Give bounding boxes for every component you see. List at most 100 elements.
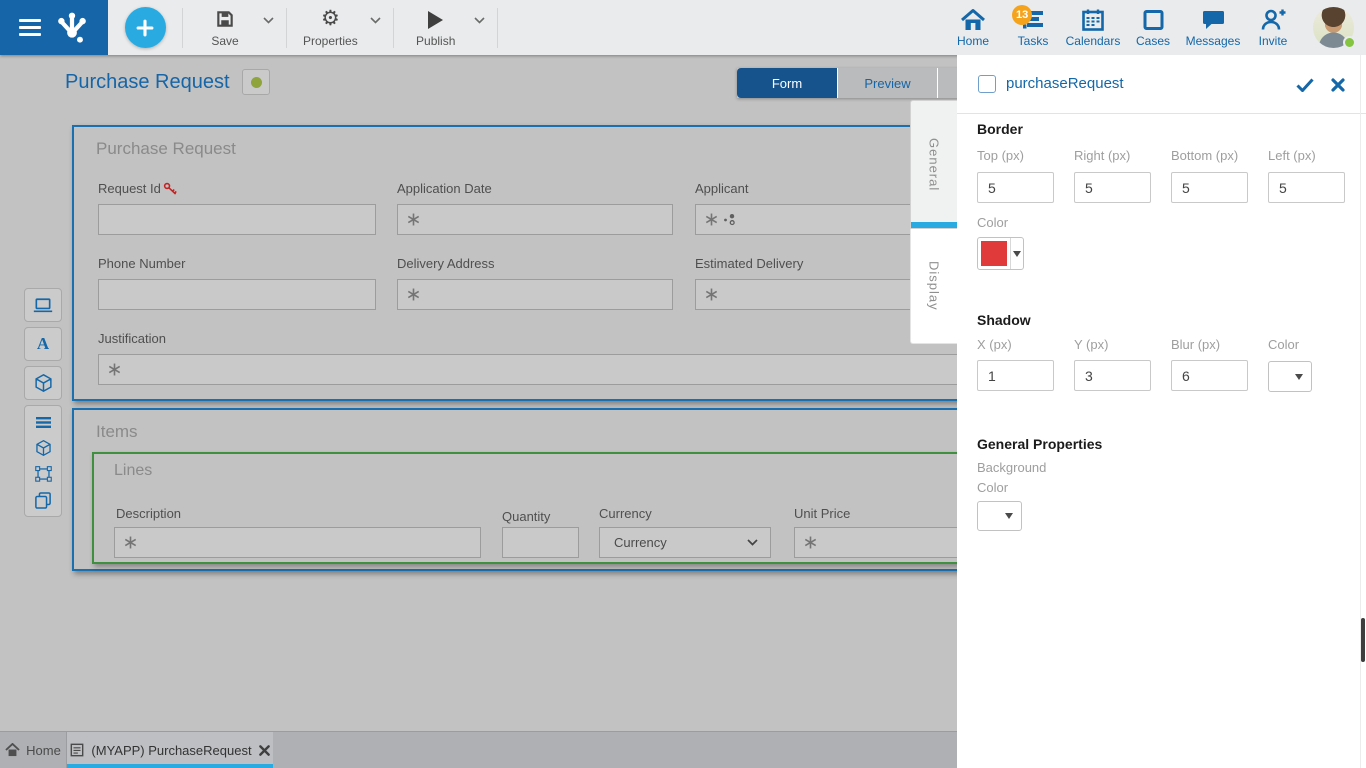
bizagi-logo-icon <box>55 11 89 45</box>
plus-icon <box>134 17 156 39</box>
border-left-input[interactable] <box>1268 172 1345 203</box>
border-color-label: Color <box>977 215 1008 230</box>
container-tool-button[interactable] <box>25 435 61 461</box>
apply-check-icon[interactable] <box>1296 78 1314 92</box>
border-top-input[interactable] <box>977 172 1054 203</box>
form-status-button[interactable] <box>242 69 270 95</box>
nav-invite[interactable]: Invite <box>1243 8 1303 48</box>
properties-chevron-down-icon[interactable] <box>370 17 381 24</box>
properties-button[interactable]: ⚙ Properties <box>287 0 393 55</box>
shadow-x-label: X (px) <box>977 337 1012 352</box>
brand-block <box>0 0 108 55</box>
close-panel-icon[interactable] <box>1331 78 1345 92</box>
frame-tool-button[interactable] <box>25 461 61 487</box>
properties-label: Properties <box>303 34 358 48</box>
asterisk-icon <box>124 536 137 549</box>
panel-header: purchaseRequest <box>957 55 1366 114</box>
background-color-label: Color <box>977 480 1008 495</box>
copy-tool-button[interactable] <box>25 487 61 513</box>
border-bottom-input[interactable] <box>1171 172 1248 203</box>
border-section-title: Border <box>977 121 1023 137</box>
nav-cases[interactable]: Cases <box>1123 8 1183 48</box>
tab-preview[interactable]: Preview <box>837 68 937 98</box>
description-field[interactable] <box>114 527 481 558</box>
field-label-currency: Currency <box>599 506 652 521</box>
copy-icon <box>35 492 51 509</box>
currency-select[interactable]: Currency <box>599 527 771 558</box>
border-right-input[interactable] <box>1074 172 1151 203</box>
nav-calendars-label: Calendars <box>1066 34 1121 48</box>
dropdown-arrow-icon <box>1295 374 1303 380</box>
field-label-application-date: Application Date <box>397 181 492 196</box>
bottom-tab-purchase-request[interactable]: (MYAPP) PurchaseRequest <box>67 732 273 768</box>
shadow-blur-label: Blur (px) <box>1171 337 1220 352</box>
select-chevron-down-icon <box>747 539 758 546</box>
user-avatar[interactable] <box>1313 7 1354 48</box>
border-right-label: Right (px) <box>1074 148 1130 163</box>
border-left-label: Left (px) <box>1268 148 1316 163</box>
tasks-badge: 13 <box>1012 5 1032 25</box>
bottom-tab-home-label: Home <box>26 743 61 758</box>
items-group-title: Items <box>96 422 138 442</box>
nav-home[interactable]: Home <box>943 8 1003 48</box>
application-date-field[interactable] <box>397 204 673 235</box>
delivery-address-field[interactable] <box>397 279 673 310</box>
lines-title: Lines <box>114 462 152 480</box>
request-id-field[interactable] <box>98 204 376 235</box>
panel-title: purchaseRequest <box>1006 75 1124 92</box>
bottom-tab-home[interactable]: Home <box>0 732 67 768</box>
field-label-description: Description <box>116 506 181 521</box>
asterisk-icon <box>407 288 420 301</box>
field-label-quantity: Quantity <box>502 509 550 524</box>
cases-icon <box>1142 8 1165 32</box>
toolbar-divider <box>497 8 498 48</box>
asterisk-icon <box>705 213 718 226</box>
nav-tasks[interactable]: 13 Tasks <box>1003 8 1063 48</box>
field-label-delivery-address: Delivery Address <box>397 256 495 271</box>
add-button[interactable] <box>125 7 166 48</box>
border-top-label: Top (px) <box>977 148 1024 163</box>
hamburger-menu-icon[interactable] <box>19 19 41 36</box>
panel-tab-display[interactable]: Display <box>910 229 957 344</box>
device-view-button[interactable] <box>24 288 62 322</box>
nav-calendars[interactable]: Calendars <box>1063 8 1123 48</box>
menu-lines-icon <box>36 417 51 428</box>
border-color-dropdown[interactable] <box>977 237 1024 270</box>
layout-tools-group <box>24 405 62 517</box>
save-chevron-down-icon[interactable] <box>263 17 274 24</box>
letter-a-icon: A <box>37 334 49 354</box>
laptop-icon <box>33 297 53 314</box>
save-label: Save <box>211 34 238 48</box>
group-title: Purchase Request <box>96 139 236 159</box>
studio-screen: Save ⚙ Properties Publish <box>0 0 1366 768</box>
required-key-icon <box>163 182 178 195</box>
save-button[interactable]: Save <box>183 0 286 55</box>
control-cube-button[interactable] <box>24 366 62 400</box>
frame-handles-icon <box>35 466 52 482</box>
border-bottom-label: Bottom (px) <box>1171 148 1238 163</box>
shadow-y-input[interactable] <box>1074 360 1151 391</box>
field-label-applicant: Applicant <box>695 181 748 196</box>
entity-relation-icon <box>723 213 738 226</box>
tab-general-label: General <box>927 138 942 191</box>
bottom-tab-label: (MYAPP) PurchaseRequest <box>91 743 251 758</box>
nav-messages[interactable]: Messages <box>1183 8 1243 48</box>
element-checkbox[interactable] <box>978 75 996 93</box>
panel-scrollbar[interactable] <box>1361 618 1365 662</box>
tab-display-label: Display <box>927 261 942 311</box>
nav-home-label: Home <box>957 34 989 48</box>
phone-number-field[interactable] <box>98 279 376 310</box>
text-control-button[interactable]: A <box>24 327 62 361</box>
shadow-color-dropdown[interactable] <box>1268 361 1312 392</box>
shadow-blur-input[interactable] <box>1171 360 1248 391</box>
tab-form[interactable]: Form <box>737 68 837 98</box>
background-color-dropdown[interactable] <box>977 501 1022 531</box>
menu-tool-button[interactable] <box>25 409 61 435</box>
panel-tab-general[interactable]: General <box>910 100 957 229</box>
publish-button[interactable]: Publish <box>394 0 497 55</box>
tab-close-icon[interactable] <box>259 745 270 756</box>
quantity-field[interactable] <box>502 527 579 558</box>
shadow-x-input[interactable] <box>977 360 1054 391</box>
cube-icon <box>35 374 52 392</box>
publish-chevron-down-icon[interactable] <box>474 17 485 24</box>
